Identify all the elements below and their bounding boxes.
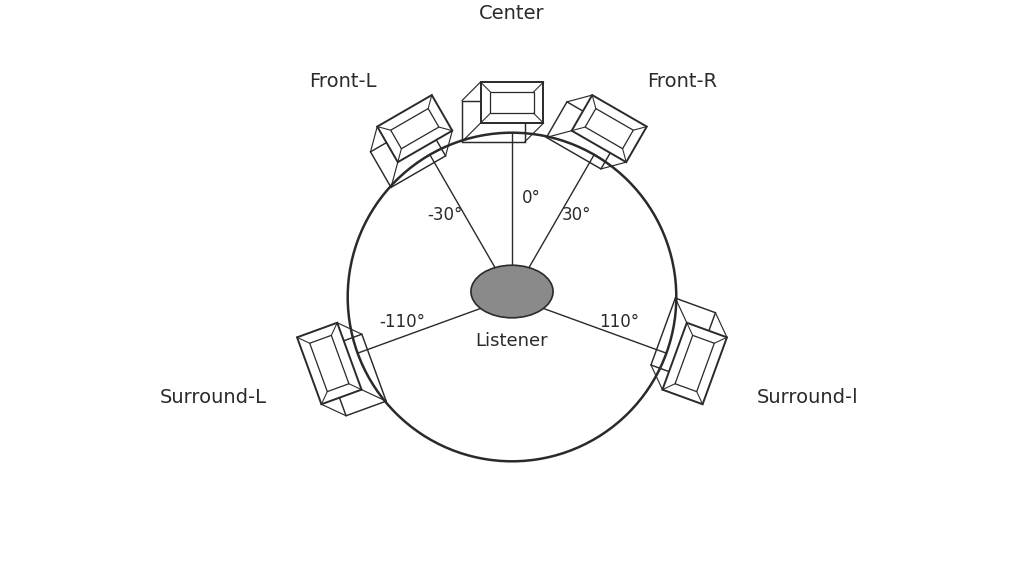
Text: Center: Center [479,4,545,23]
Polygon shape [297,323,361,404]
Polygon shape [571,95,647,162]
Text: Listener: Listener [476,332,548,350]
Ellipse shape [471,265,553,318]
Polygon shape [377,95,453,162]
Text: -30°: -30° [427,206,463,224]
Text: Surround-l: Surround-l [757,388,859,407]
Polygon shape [663,323,727,404]
Text: Surround-L: Surround-L [160,388,267,407]
Polygon shape [480,82,544,123]
Text: -110°: -110° [379,313,425,331]
Text: 30°: 30° [561,206,591,224]
Text: 110°: 110° [599,313,639,331]
Text: Front-R: Front-R [647,72,718,91]
Text: 0°: 0° [522,189,541,208]
Text: Front-L: Front-L [309,72,377,91]
